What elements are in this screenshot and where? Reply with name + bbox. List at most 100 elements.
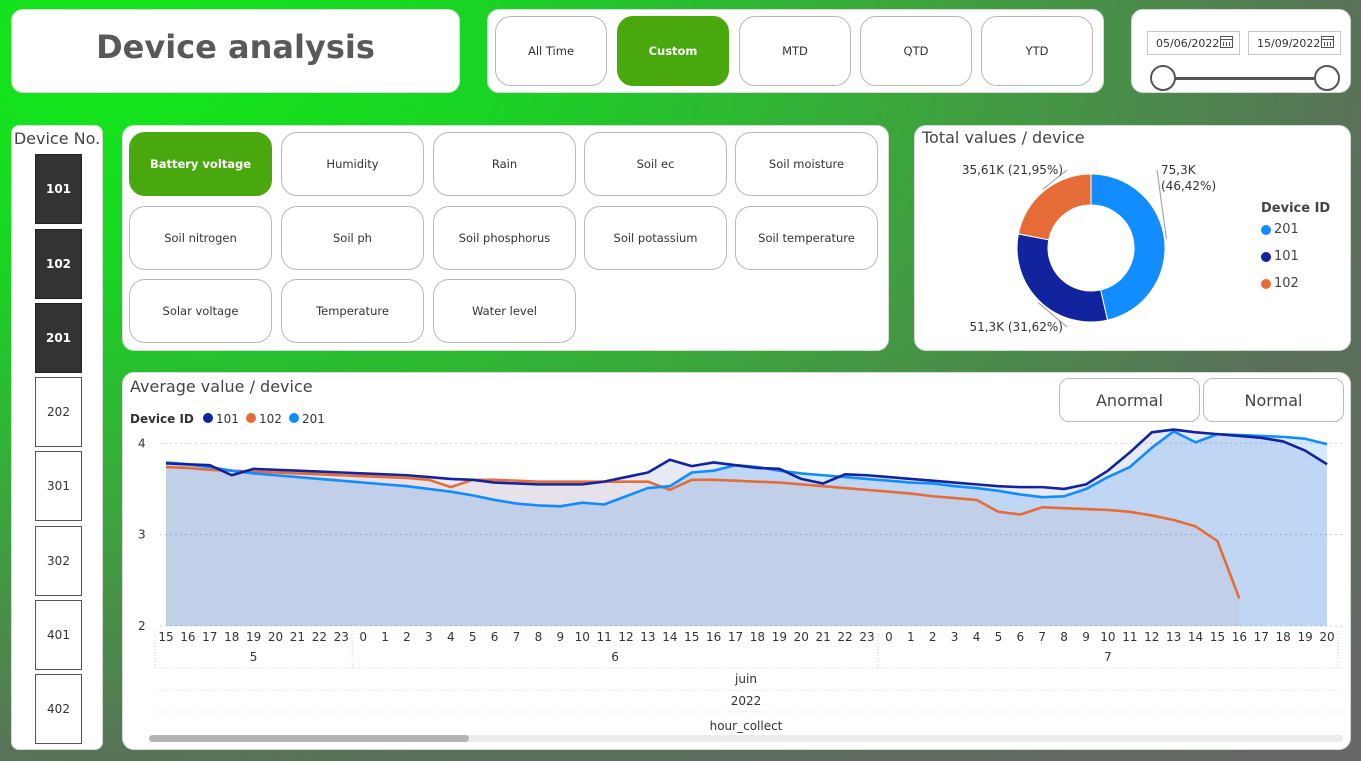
device-button-202[interactable]: 202 (35, 377, 82, 447)
period-button-all-time[interactable]: All Time (495, 16, 607, 86)
x-tick-label: 1 (381, 630, 389, 644)
device-slicer-title: Device No. (13, 129, 101, 148)
legend-dot-icon (1261, 251, 1271, 262)
x-tick-label: 12 (618, 630, 633, 644)
metric-button-solar-voltage[interactable]: Solar voltage (129, 279, 272, 343)
donut-leader-line (1156, 169, 1168, 240)
donut-slice-201 (1090, 173, 1166, 321)
total-values-chart-panel: Total values / device 75,3K (46,42%) 51,3K… (914, 125, 1351, 351)
metric-button-water-level[interactable]: Water level (433, 279, 576, 343)
series-line-102 (165, 465, 1241, 600)
x-tick-label: 5 (995, 630, 1003, 644)
donut-slice-102 (1017, 173, 1092, 241)
donut-legend-title: Device ID (1261, 201, 1331, 216)
x-tick-label: 19 (1297, 630, 1312, 644)
x-tick-label: 20 (794, 630, 809, 644)
x-tick-label: 7 (513, 630, 521, 644)
x-tick-label: 15 (158, 630, 173, 644)
horizontal-scrollbar[interactable] (149, 735, 1343, 742)
x-tick-label: 15 (1210, 630, 1225, 644)
anormal-button[interactable]: Anormal (1059, 378, 1200, 422)
x-tick-label: 19 (772, 630, 787, 644)
donut-chart: 75,3K (46,42%) 51,3K (31,62%) 35,61K (21,95… (962, 163, 1216, 334)
device-button-102[interactable]: 102 (35, 229, 82, 299)
donut-data-label-201: 75,3K (1161, 163, 1197, 177)
legend-dot-icon (1261, 278, 1271, 289)
date-slider-end-handle[interactable] (1314, 65, 1340, 91)
x-tick-label: 2 (403, 630, 411, 644)
x-tick-label: 8 (535, 630, 543, 644)
normal-button[interactable]: Normal (1203, 378, 1344, 422)
x-tick-label: 17 (728, 630, 743, 644)
y-tick-label: 4 (138, 436, 146, 450)
metric-button-temperature[interactable]: Temperature (281, 279, 424, 343)
device-button-201[interactable]: 201 (35, 303, 82, 373)
line-legend-label-101: 101 (216, 412, 239, 426)
legend-label: 201 (1274, 222, 1299, 237)
date-slider-start-handle[interactable] (1150, 65, 1176, 91)
series-area-201 (166, 431, 1327, 626)
metric-button-battery-voltage[interactable]: Battery voltage (129, 132, 272, 196)
device-button-402[interactable]: 402 (35, 674, 82, 744)
x-month-label: juin (734, 672, 757, 686)
donut-slice-101 (1016, 233, 1109, 323)
donut-data-label-102: 35,61K (21,95%) (962, 163, 1063, 177)
x-tick-label: 3 (425, 630, 433, 644)
x-tick-label: 18 (750, 630, 765, 644)
period-selector: All Time Custom MTD QTD YTD (487, 9, 1104, 93)
period-button-mtd[interactable]: MTD (739, 16, 851, 86)
x-tick-label: 17 (202, 630, 217, 644)
end-date-input[interactable]: 15/09/2022 (1248, 31, 1341, 55)
metric-button-soil-potassium[interactable]: Soil potassium (584, 206, 727, 270)
period-button-custom[interactable]: Custom (617, 16, 729, 86)
x-tick-label: 8 (1060, 630, 1068, 644)
donut-legend-item-101[interactable]: 101 (1261, 249, 1299, 264)
metric-button-soil-ph[interactable]: Soil ph (281, 206, 424, 270)
device-button-401[interactable]: 401 (35, 600, 82, 670)
start-date-input[interactable]: 05/06/2022 (1147, 31, 1240, 55)
date-slider-track[interactable] (1162, 77, 1322, 80)
x-tick-label: 22 (837, 630, 852, 644)
period-button-qtd[interactable]: QTD (860, 16, 972, 86)
start-date-value: 05/06/2022 (1156, 36, 1220, 50)
line-legend-dot-201 (289, 413, 299, 423)
period-button-ytd[interactable]: YTD (981, 16, 1093, 86)
x-tick-label: 5 (469, 630, 477, 644)
line-legend-dot-102 (246, 413, 256, 423)
scrollbar-thumb[interactable] (149, 735, 469, 742)
x-tick-label: 0 (885, 630, 893, 644)
x-tick-label: 4 (973, 630, 981, 644)
y-tick-label: 2 (138, 619, 146, 633)
metric-button-soil-moisture[interactable]: Soil moisture (735, 132, 878, 196)
x-axis-title: hour_collect (710, 719, 783, 733)
x-tick-label: 15 (684, 630, 699, 644)
donut-leader-line (1042, 169, 1068, 190)
line-legend-title: Device ID (130, 412, 194, 426)
line-chart-title: Average value / device (130, 377, 313, 396)
calendar-icon[interactable] (1321, 36, 1334, 48)
metric-selector: Battery voltage Humidity Rain Soil ec So… (122, 125, 889, 351)
series-area-101 (166, 429, 1327, 626)
series-area-102 (166, 467, 1240, 626)
x-tick-label: 10 (1100, 630, 1115, 644)
metric-button-rain[interactable]: Rain (433, 132, 576, 196)
device-button-302[interactable]: 302 (35, 526, 82, 596)
donut-legend-item-201[interactable]: 201 (1261, 222, 1299, 237)
x-tick-label: 23 (334, 630, 349, 644)
metric-button-soil-nitrogen[interactable]: Soil nitrogen (129, 206, 272, 270)
metric-button-soil-temperature[interactable]: Soil temperature (735, 206, 878, 270)
legend-label: 101 (1274, 249, 1299, 264)
line-legend-label-201: 201 (302, 412, 325, 426)
metric-button-humidity[interactable]: Humidity (281, 132, 424, 196)
calendar-icon[interactable] (1220, 36, 1233, 48)
device-button-101[interactable]: 101 (35, 154, 82, 224)
device-button-301[interactable]: 301 (35, 451, 82, 521)
donut-legend-item-102[interactable]: 102 (1261, 276, 1299, 291)
metric-button-soil-ec[interactable]: Soil ec (584, 132, 727, 196)
x-tick-label: 23 (859, 630, 874, 644)
metric-button-soil-phosphorus[interactable]: Soil phosphorus (433, 206, 576, 270)
donut-data-pct-201: (46,42%) (1161, 179, 1216, 193)
donut-data-label-101: 51,3K (31,62%) (969, 320, 1063, 334)
x-day-label: 6 (611, 650, 619, 664)
x-tick-label: 19 (246, 630, 261, 644)
